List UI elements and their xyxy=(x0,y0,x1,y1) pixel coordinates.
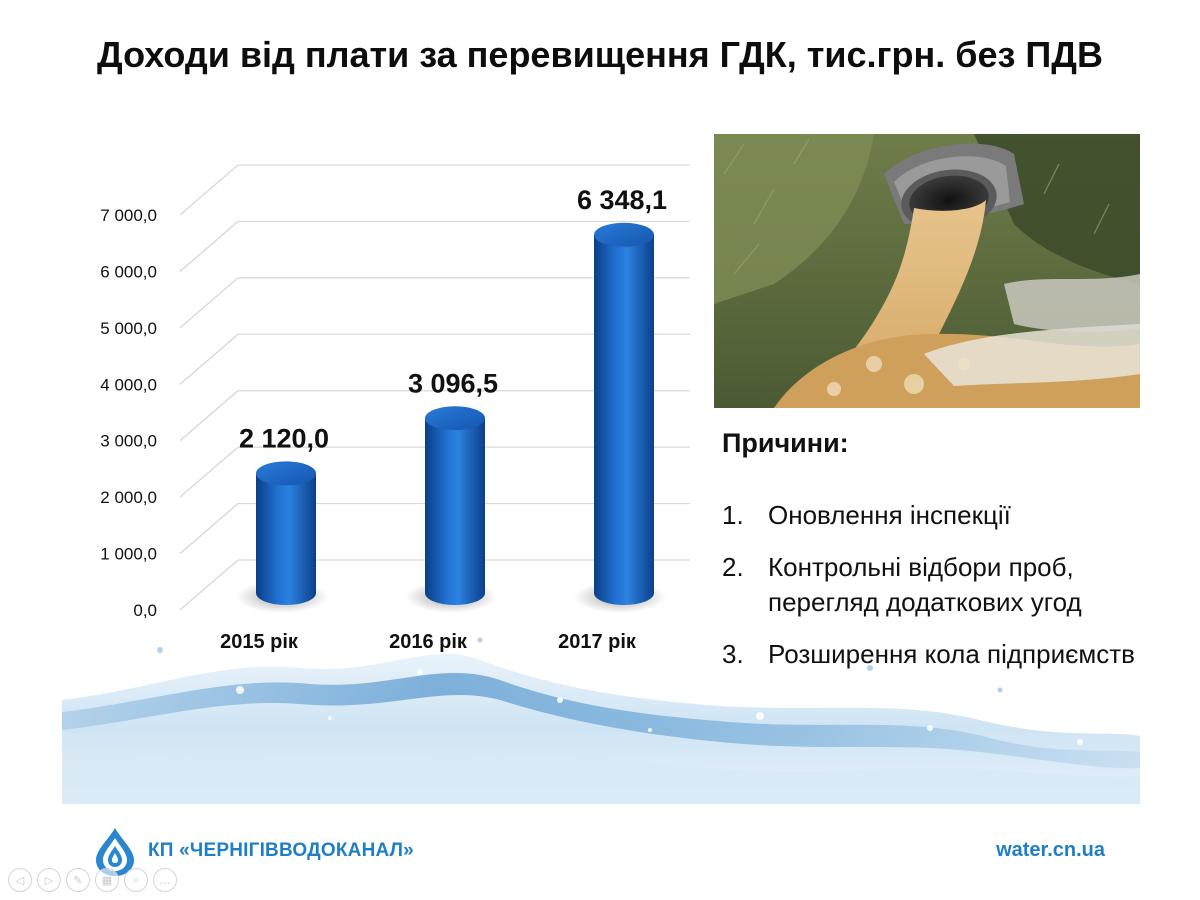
next-icon[interactable]: ▷ xyxy=(37,868,61,892)
gridline-diagonal xyxy=(179,446,239,498)
bar-top xyxy=(256,461,316,486)
bar xyxy=(425,418,485,605)
reason-item: 1. Оновлення інспекції xyxy=(722,498,1162,533)
data-label: 2 120,0 xyxy=(239,423,329,453)
x-tick-label: 2017 рік xyxy=(558,631,637,653)
data-label: 3 096,5 xyxy=(408,368,498,398)
zoom-icon[interactable]: ⌕ xyxy=(124,868,148,892)
data-label: 6 348,1 xyxy=(577,185,667,215)
slide-title: Доходи від плати за перевищення ГДК, тис… xyxy=(97,34,1103,75)
gridline-diagonal xyxy=(179,164,239,216)
slides-icon[interactable]: ▦ xyxy=(95,868,119,892)
reason-text: Контрольні відбори проб, перегляд додатк… xyxy=(768,552,1082,617)
y-tick-label: 4 000,0 xyxy=(100,375,157,394)
gridline-diagonal xyxy=(179,503,239,555)
presentation-controls: ◁ ▷ ✎ ▦ ⌕ … xyxy=(8,868,177,892)
website-link[interactable]: water.cn.ua xyxy=(996,839,1105,861)
reason-text: Розширення кола підприємств xyxy=(768,639,1135,669)
gridline-diagonal xyxy=(179,220,239,272)
x-tick-label: 2015 рік xyxy=(220,631,299,653)
reason-item: 2. Контрольні відбори проб, перегляд дод… xyxy=(722,550,1162,620)
reason-item: 3. Розширення кола підприємств xyxy=(722,637,1162,672)
bar-top xyxy=(425,406,485,431)
y-tick-label: 6 000,0 xyxy=(100,262,157,281)
x-tick-label: 2016 рік xyxy=(389,631,468,653)
reason-number: 2. xyxy=(722,552,744,582)
reasons-list: 1. Оновлення інспекції 2. Контрольні від… xyxy=(722,498,1162,689)
water-drop-logo-icon xyxy=(96,828,134,876)
y-tick-label: 3 000,0 xyxy=(100,432,157,451)
bar xyxy=(256,473,316,605)
y-tick-label: 1 000,0 xyxy=(100,545,157,564)
bar xyxy=(594,234,654,606)
y-tick-label: 0,0 xyxy=(133,601,157,620)
reasons-heading: Причини: xyxy=(722,428,849,458)
y-tick-label: 7 000,0 xyxy=(100,206,157,225)
reason-number: 3. xyxy=(722,639,744,669)
organization-name: КП «ЧЕРНІГІВВОДОКАНАЛ» xyxy=(148,840,414,861)
reason-number: 1. xyxy=(722,500,744,530)
gridline-diagonal xyxy=(179,559,239,611)
more-icon[interactable]: … xyxy=(153,868,177,892)
pen-icon[interactable]: ✎ xyxy=(66,868,90,892)
reason-text: Оновлення інспекції xyxy=(768,500,1011,530)
y-tick-label: 2 000,0 xyxy=(100,488,157,507)
y-tick-label: 5 000,0 xyxy=(100,319,157,338)
pipe-discharge-photo xyxy=(714,134,1140,408)
gridline-diagonal xyxy=(179,277,239,329)
prev-icon[interactable]: ◁ xyxy=(8,868,32,892)
gridline-diagonal xyxy=(179,390,239,442)
bar-top xyxy=(594,222,654,247)
gridline-diagonal xyxy=(179,333,239,385)
